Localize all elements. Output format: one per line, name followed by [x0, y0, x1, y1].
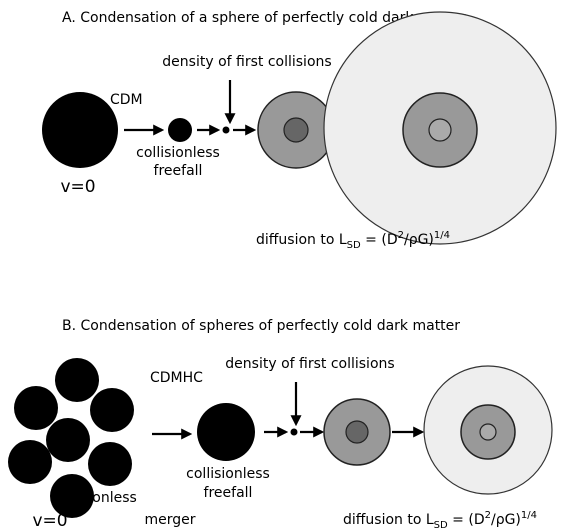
formula-part: = (D [361, 232, 398, 248]
freefall-sphere [197, 403, 255, 461]
core [283, 117, 309, 143]
formula-part: 1/4 [521, 510, 537, 521]
panel-b-title: B. Condensation of spheres of perfectly … [62, 318, 460, 334]
core [479, 423, 497, 441]
merger-label: merger [144, 512, 195, 528]
formula-part: SD [434, 520, 448, 531]
formula-part: diffusion to L [343, 512, 434, 528]
freefall-label: collisionless [136, 145, 220, 161]
formula-part: = (D [448, 512, 485, 528]
freefall-sphere [168, 118, 192, 142]
formula-part: /ρG) [404, 232, 434, 248]
cdm-sphere [42, 92, 118, 168]
collisions-label: density of first collisions [225, 356, 394, 372]
collisions-label: density of first collisions [162, 54, 331, 70]
freefall-label: collisionless [186, 466, 270, 482]
formula-part: 1/4 [434, 230, 450, 241]
core [345, 420, 369, 444]
formula-part: SD [347, 240, 361, 251]
formula: diffusion to LSD = (D2/ρG)1/4 [256, 230, 450, 251]
cdm-label: CDM [110, 92, 143, 108]
formula-part: 2 [485, 510, 491, 521]
cdmhc-label: CDMHC [150, 370, 203, 386]
collision-dot [290, 428, 298, 436]
collision-dot [222, 126, 230, 134]
formula: diffusion to LSD = (D2/ρG)1/4 [343, 510, 537, 531]
formula-part: diffusion to L [256, 232, 347, 248]
formula-part: /ρG) [491, 512, 521, 528]
cdmhc-cluster [8, 358, 134, 518]
formula-part: 2 [398, 230, 404, 241]
velocity-label: v=0 [60, 177, 95, 197]
freefall-label: freefall [204, 485, 253, 501]
core [428, 118, 452, 142]
velocity-label: v=0 [32, 511, 67, 531]
merger-label: collisionless [53, 490, 137, 506]
freefall-label: freefall [154, 163, 203, 179]
panel-a-title: A. Condensation of a sphere of perfectly… [62, 10, 466, 26]
